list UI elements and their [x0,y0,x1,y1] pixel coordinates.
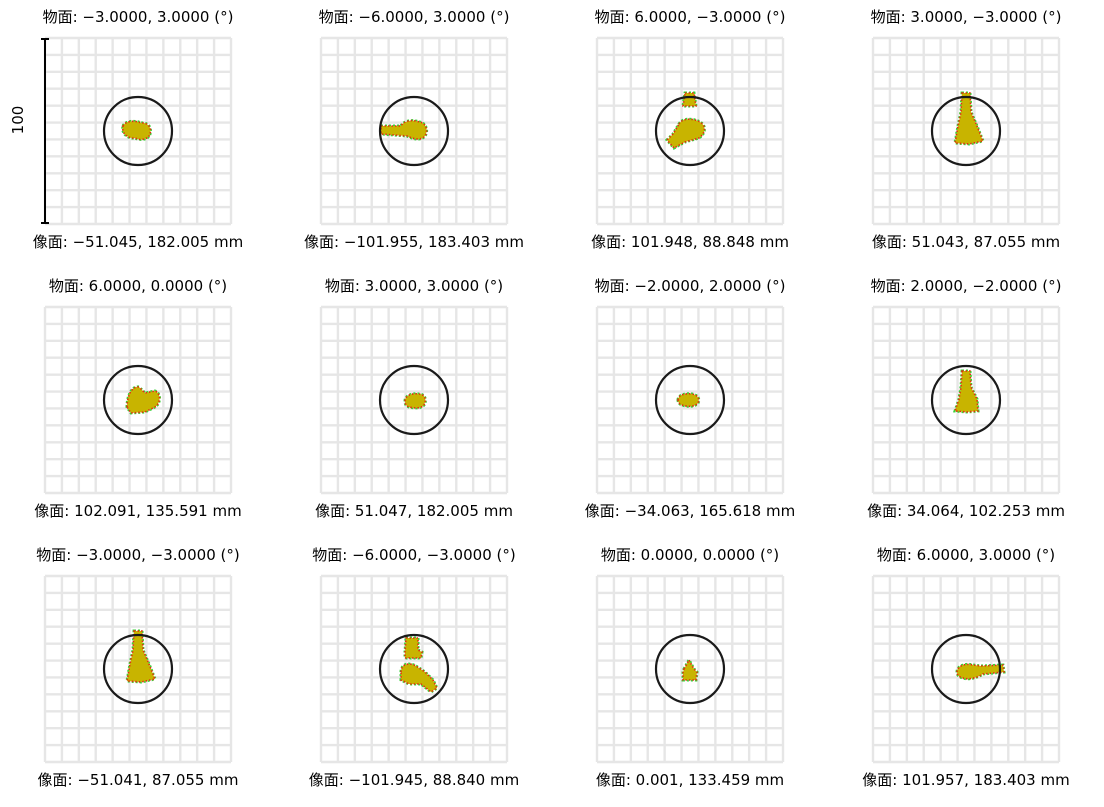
spot-cell: 物面: −3.0000, 3.0000 (°) 像面: −51.045, 182.… [0,0,276,269]
spot-cell: 物面: −6.0000, −3.0000 (°) 像面: −101.945, 88… [276,538,552,807]
spot-plot [43,305,233,495]
spot-plot [595,36,785,226]
spot-plot [319,574,509,764]
scale-bar-label: 100 [9,105,27,135]
spot-cell: 物面: 0.0000, 0.0000 (°) 像面: 0.001, 133.459… [552,538,828,807]
grid [595,574,785,764]
spot-pattern [404,392,427,409]
spot-pattern [121,120,152,141]
grid [43,305,233,495]
image-position-label: 像面: 0.001, 133.459 mm [595,771,785,789]
spot-pattern [126,630,157,683]
grid [319,36,509,226]
grid [319,305,509,495]
spot-cell: 物面: 6.0000, 3.0000 (°) 像面: 101.957, 183.4… [828,538,1104,807]
object-field-label: 物面: 3.0000, 3.0000 (°) [324,277,504,295]
spot-plot [871,574,1061,764]
spot-pattern [953,370,979,413]
grid [595,305,785,495]
spot-pattern [677,392,700,408]
spot-plot [871,36,1061,226]
image-position-label: 像面: 102.091, 135.591 mm [34,502,242,520]
airy-circle [378,95,450,167]
spot-plot [595,305,785,495]
spot-cell: 物面: 6.0000, 0.0000 (°) 像面: 102.091, 135.5… [0,269,276,538]
airy-circle [102,633,174,705]
spot-pattern [956,663,1005,680]
object-field-label: 物面: −6.0000, 3.0000 (°) [318,8,510,26]
image-position-label: 像面: −51.041, 87.055 mm [37,771,239,789]
image-position-label: 像面: −101.955, 183.403 mm [304,233,524,251]
object-field-label: 物面: 3.0000, −3.0000 (°) [870,8,1062,26]
object-field-label: 物面: −3.0000, 3.0000 (°) [42,8,234,26]
airy-circle [930,633,1002,705]
image-position-label: 像面: 101.957, 183.403 mm [862,771,1070,789]
spot-plot [43,36,233,226]
airy-circle [102,95,174,167]
image-position-label: 像面: 101.948, 88.848 mm [591,233,789,251]
spot-plot [871,305,1061,495]
object-field-label: 物面: 6.0000, 3.0000 (°) [876,546,1056,564]
airy-circle [654,364,726,436]
spot-cell: 物面: −6.0000, 3.0000 (°) 像面: −101.955, 183… [276,0,552,269]
spot-pattern [380,119,428,140]
airy-circle [654,633,726,705]
object-field-label: 物面: −6.0000, −3.0000 (°) [312,546,516,564]
spot-cell: 物面: −2.0000, 2.0000 (°) 像面: −34.063, 165.… [552,269,828,538]
spot-pattern [665,118,706,150]
image-position-label: 像面: −34.063, 165.618 mm [584,502,796,520]
grid [595,36,785,226]
spot-plot [595,574,785,764]
grid [43,574,233,764]
spot-cell: 物面: 2.0000, −2.0000 (°) 像面: 34.064, 102.2… [828,269,1104,538]
spot-plot [43,574,233,764]
airy-circle [930,364,1002,436]
airy-circle [378,633,450,705]
object-field-label: 物面: 2.0000, −2.0000 (°) [870,277,1062,295]
spot-pattern [682,658,698,681]
spot-cell: 物面: 6.0000, −3.0000 (°) 像面: 101.948, 88.8… [552,0,828,269]
spot-plot [319,36,509,226]
object-field-label: 物面: 0.0000, 0.0000 (°) [600,546,780,564]
grid [871,574,1061,764]
spot-pattern [400,663,439,693]
spot-pattern [126,386,161,414]
airy-circle [654,95,726,167]
object-field-label: 物面: 6.0000, −3.0000 (°) [594,8,786,26]
image-position-label: 像面: 51.043, 87.055 mm [871,233,1061,251]
object-field-label: 物面: −3.0000, −3.0000 (°) [36,546,240,564]
scale-bar [41,38,49,224]
image-position-label: 像面: 51.047, 182.005 mm [315,502,513,520]
spot-cell: 物面: 3.0000, −3.0000 (°) 像面: 51.043, 87.05… [828,0,1104,269]
spot-pattern [954,92,985,145]
spot-pattern [404,637,423,659]
spot-cell: 物面: 3.0000, 3.0000 (°) 像面: 51.047, 182.00… [276,269,552,538]
spot-pattern [682,92,697,107]
spot-plot [319,305,509,495]
image-position-label: 像面: 34.064, 102.253 mm [867,502,1065,520]
airy-circle [102,364,174,436]
airy-circle [930,95,1002,167]
image-position-label: 像面: −51.045, 182.005 mm [32,233,244,251]
image-position-label: 像面: −101.945, 88.840 mm [308,771,520,789]
spot-cell: 物面: −3.0000, −3.0000 (°) 像面: −51.041, 87.… [0,538,276,807]
object-field-label: 物面: −2.0000, 2.0000 (°) [594,277,786,295]
object-field-label: 物面: 6.0000, 0.0000 (°) [48,277,228,295]
airy-circle [378,364,450,436]
grid [319,574,509,764]
